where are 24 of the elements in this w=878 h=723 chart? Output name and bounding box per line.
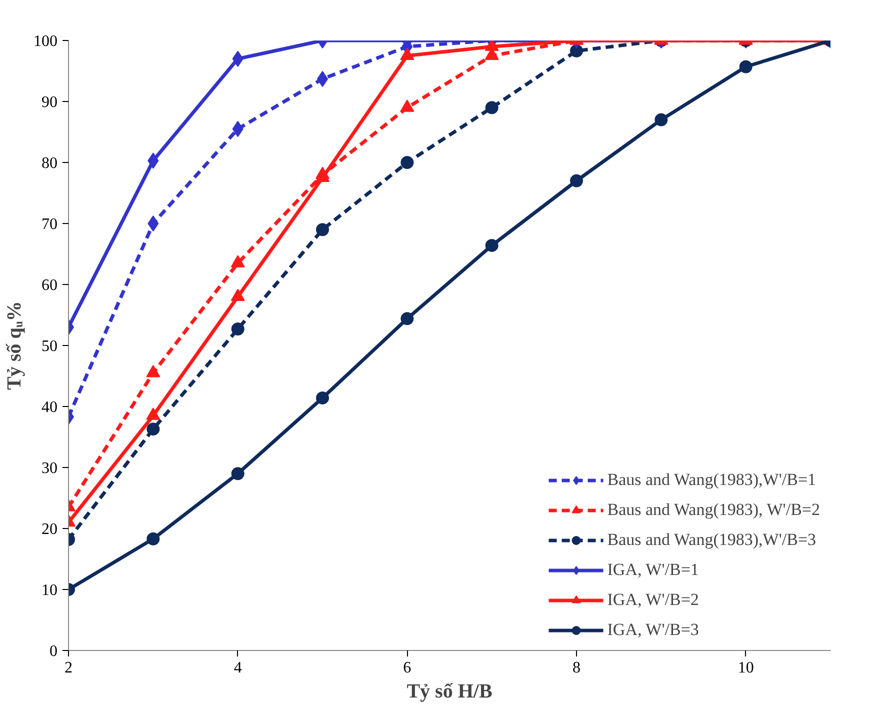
y-tick-label: 40 bbox=[42, 399, 58, 416]
y-tick-label: 20 bbox=[42, 521, 58, 538]
y-tick-label: 30 bbox=[42, 460, 58, 477]
x-tick-label: 6 bbox=[403, 660, 412, 676]
x-tick-label: 4 bbox=[234, 660, 242, 676]
y-tick-label: 90 bbox=[42, 94, 58, 111]
legend-label: Baus and Wang(1983), W'/B=2 bbox=[607, 500, 820, 520]
y-tick-label: 80 bbox=[42, 155, 58, 172]
x-axis-title: Tỷ số H/B bbox=[406, 680, 492, 702]
x-tick-label: 8 bbox=[572, 660, 580, 676]
y-tick-label: 0 bbox=[50, 643, 58, 660]
y-tick-label: 50 bbox=[42, 338, 58, 355]
x-tick-label: 10 bbox=[738, 660, 754, 676]
y-axis-title: Tỷ số qᵤ% bbox=[4, 301, 26, 390]
legend-label: Baus and Wang(1983),W'/B=3 bbox=[607, 530, 816, 550]
legend-label: IGA, W'/B=3 bbox=[607, 620, 699, 640]
y-tick-label: 60 bbox=[42, 277, 58, 294]
x-tick-label: 2 bbox=[64, 660, 72, 676]
legend-label: IGA, W'/B=2 bbox=[607, 590, 699, 610]
legend-label: Baus and Wang(1983),W'/B=1 bbox=[607, 470, 816, 490]
y-tick-label: 100 bbox=[34, 33, 58, 50]
y-tick-label: 10 bbox=[42, 582, 58, 599]
y-tick-label: 70 bbox=[42, 216, 58, 233]
legend-label: IGA, W'/B=1 bbox=[607, 560, 699, 580]
